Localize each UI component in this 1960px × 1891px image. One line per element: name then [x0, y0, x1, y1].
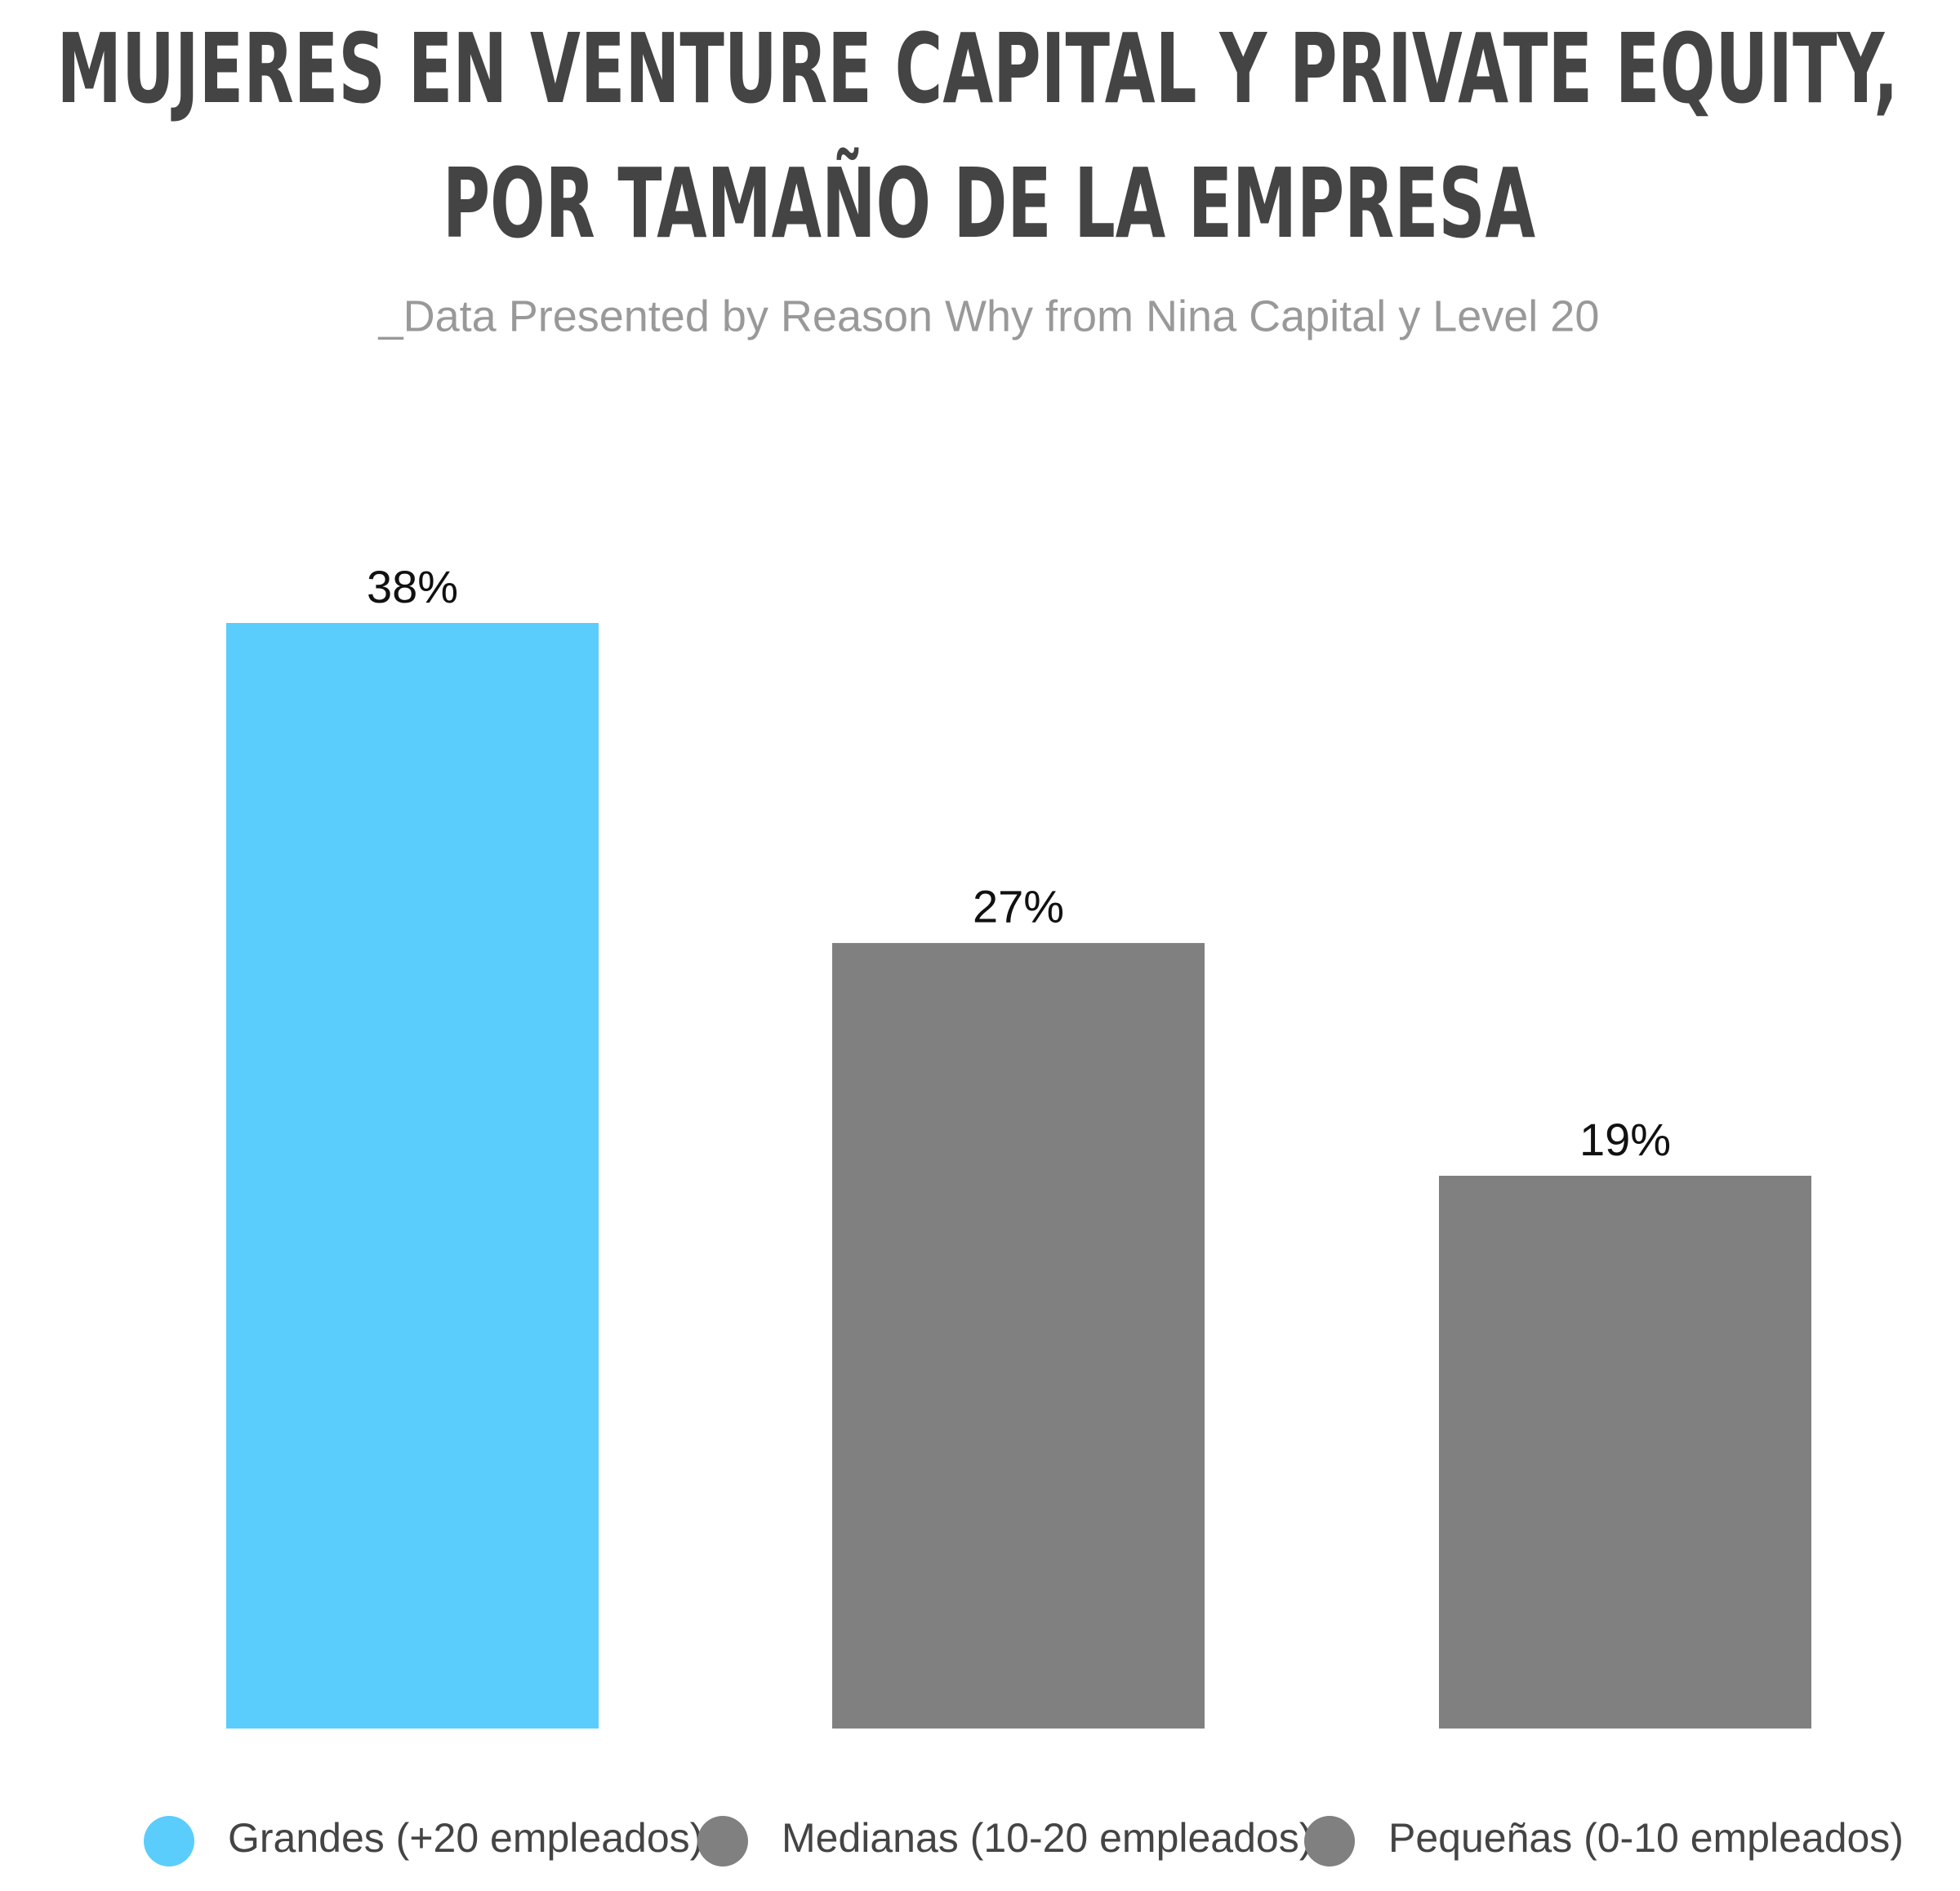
legend-label: Pequeñas (0-10 empleados): [1388, 1815, 1904, 1861]
legend-label: Medianas (10-20 empleados): [782, 1815, 1312, 1861]
value-label: 27%: [973, 881, 1064, 932]
bar: [226, 623, 599, 1729]
chart-title: POR TAMAÑO DE LA EMPRESA: [443, 147, 1535, 260]
value-label: 38%: [367, 561, 458, 612]
chart-title: MUJERES EN VENTURE CAPITAL Y PRIVATE EQU…: [57, 12, 1899, 125]
legend-swatch: [144, 1816, 194, 1867]
bar: [832, 942, 1205, 1729]
legend-swatch: [1304, 1816, 1355, 1867]
bar: [1439, 1176, 1811, 1729]
legend-label: Grandes (+20 empleados): [228, 1815, 703, 1861]
legend-swatch: [697, 1816, 748, 1867]
chart-subtitle: _Data Presented by Reason Why from Nina …: [378, 291, 1600, 340]
value-label: 19%: [1579, 1114, 1671, 1165]
